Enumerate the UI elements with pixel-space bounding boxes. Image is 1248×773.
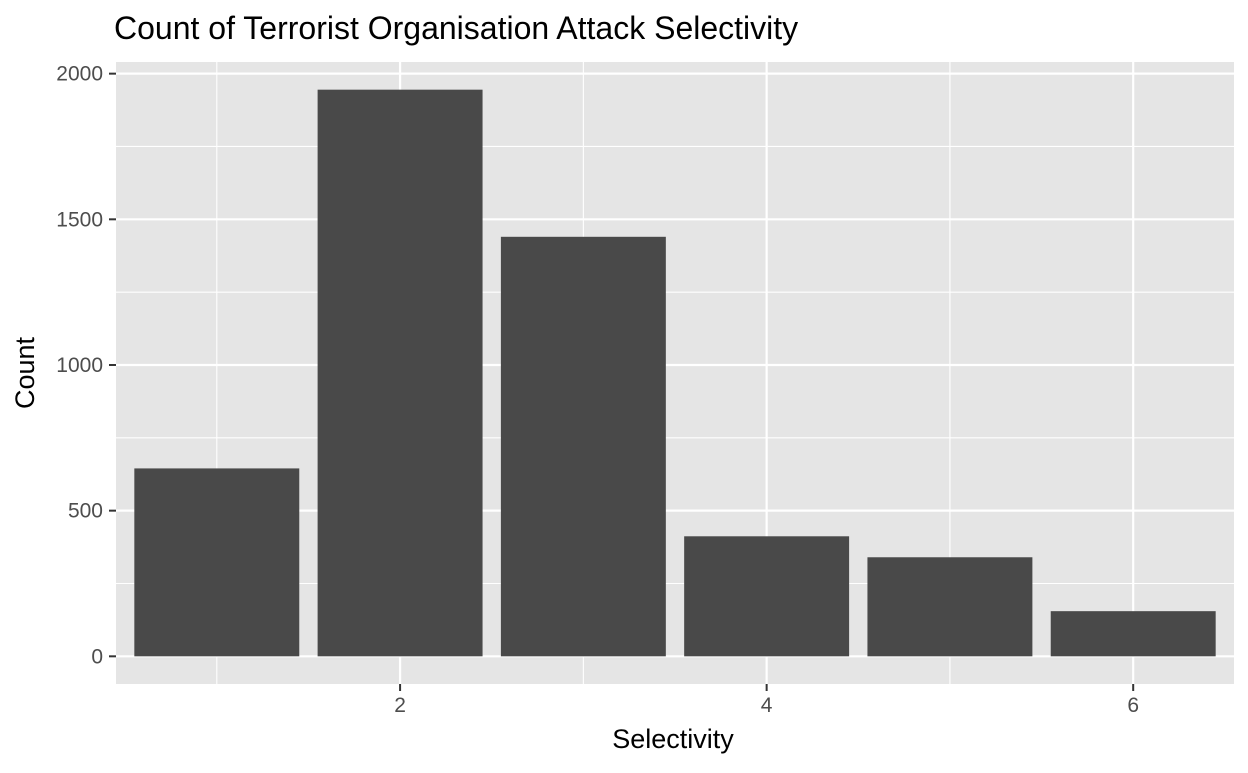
bar [500,236,666,657]
bar [1050,611,1216,657]
x-axis-title: Selectivity [612,724,734,754]
bar [317,89,483,657]
y-tick-label: 1500 [56,208,103,231]
y-axis: 0 500 1000 1500 2000 [56,63,116,668]
y-axis-title: Count [10,336,40,409]
y-tick-label: 2000 [56,63,103,86]
bars [134,89,1216,657]
plot-panel [116,62,1234,684]
chart-title: Count of Terrorist Organisation Attack S… [114,10,798,46]
bar [684,536,850,657]
bar [867,557,1033,657]
x-tick-label: 2 [394,694,406,717]
bar [134,468,300,657]
major-gridlines [116,62,1234,684]
x-tick-label: 6 [1127,694,1139,717]
x-axis: 2 4 6 [394,684,1139,717]
y-tick-label: 500 [68,500,103,523]
y-tick-label: 0 [91,645,103,668]
y-tick-label: 1000 [56,354,103,377]
x-tick-label: 4 [761,694,773,717]
